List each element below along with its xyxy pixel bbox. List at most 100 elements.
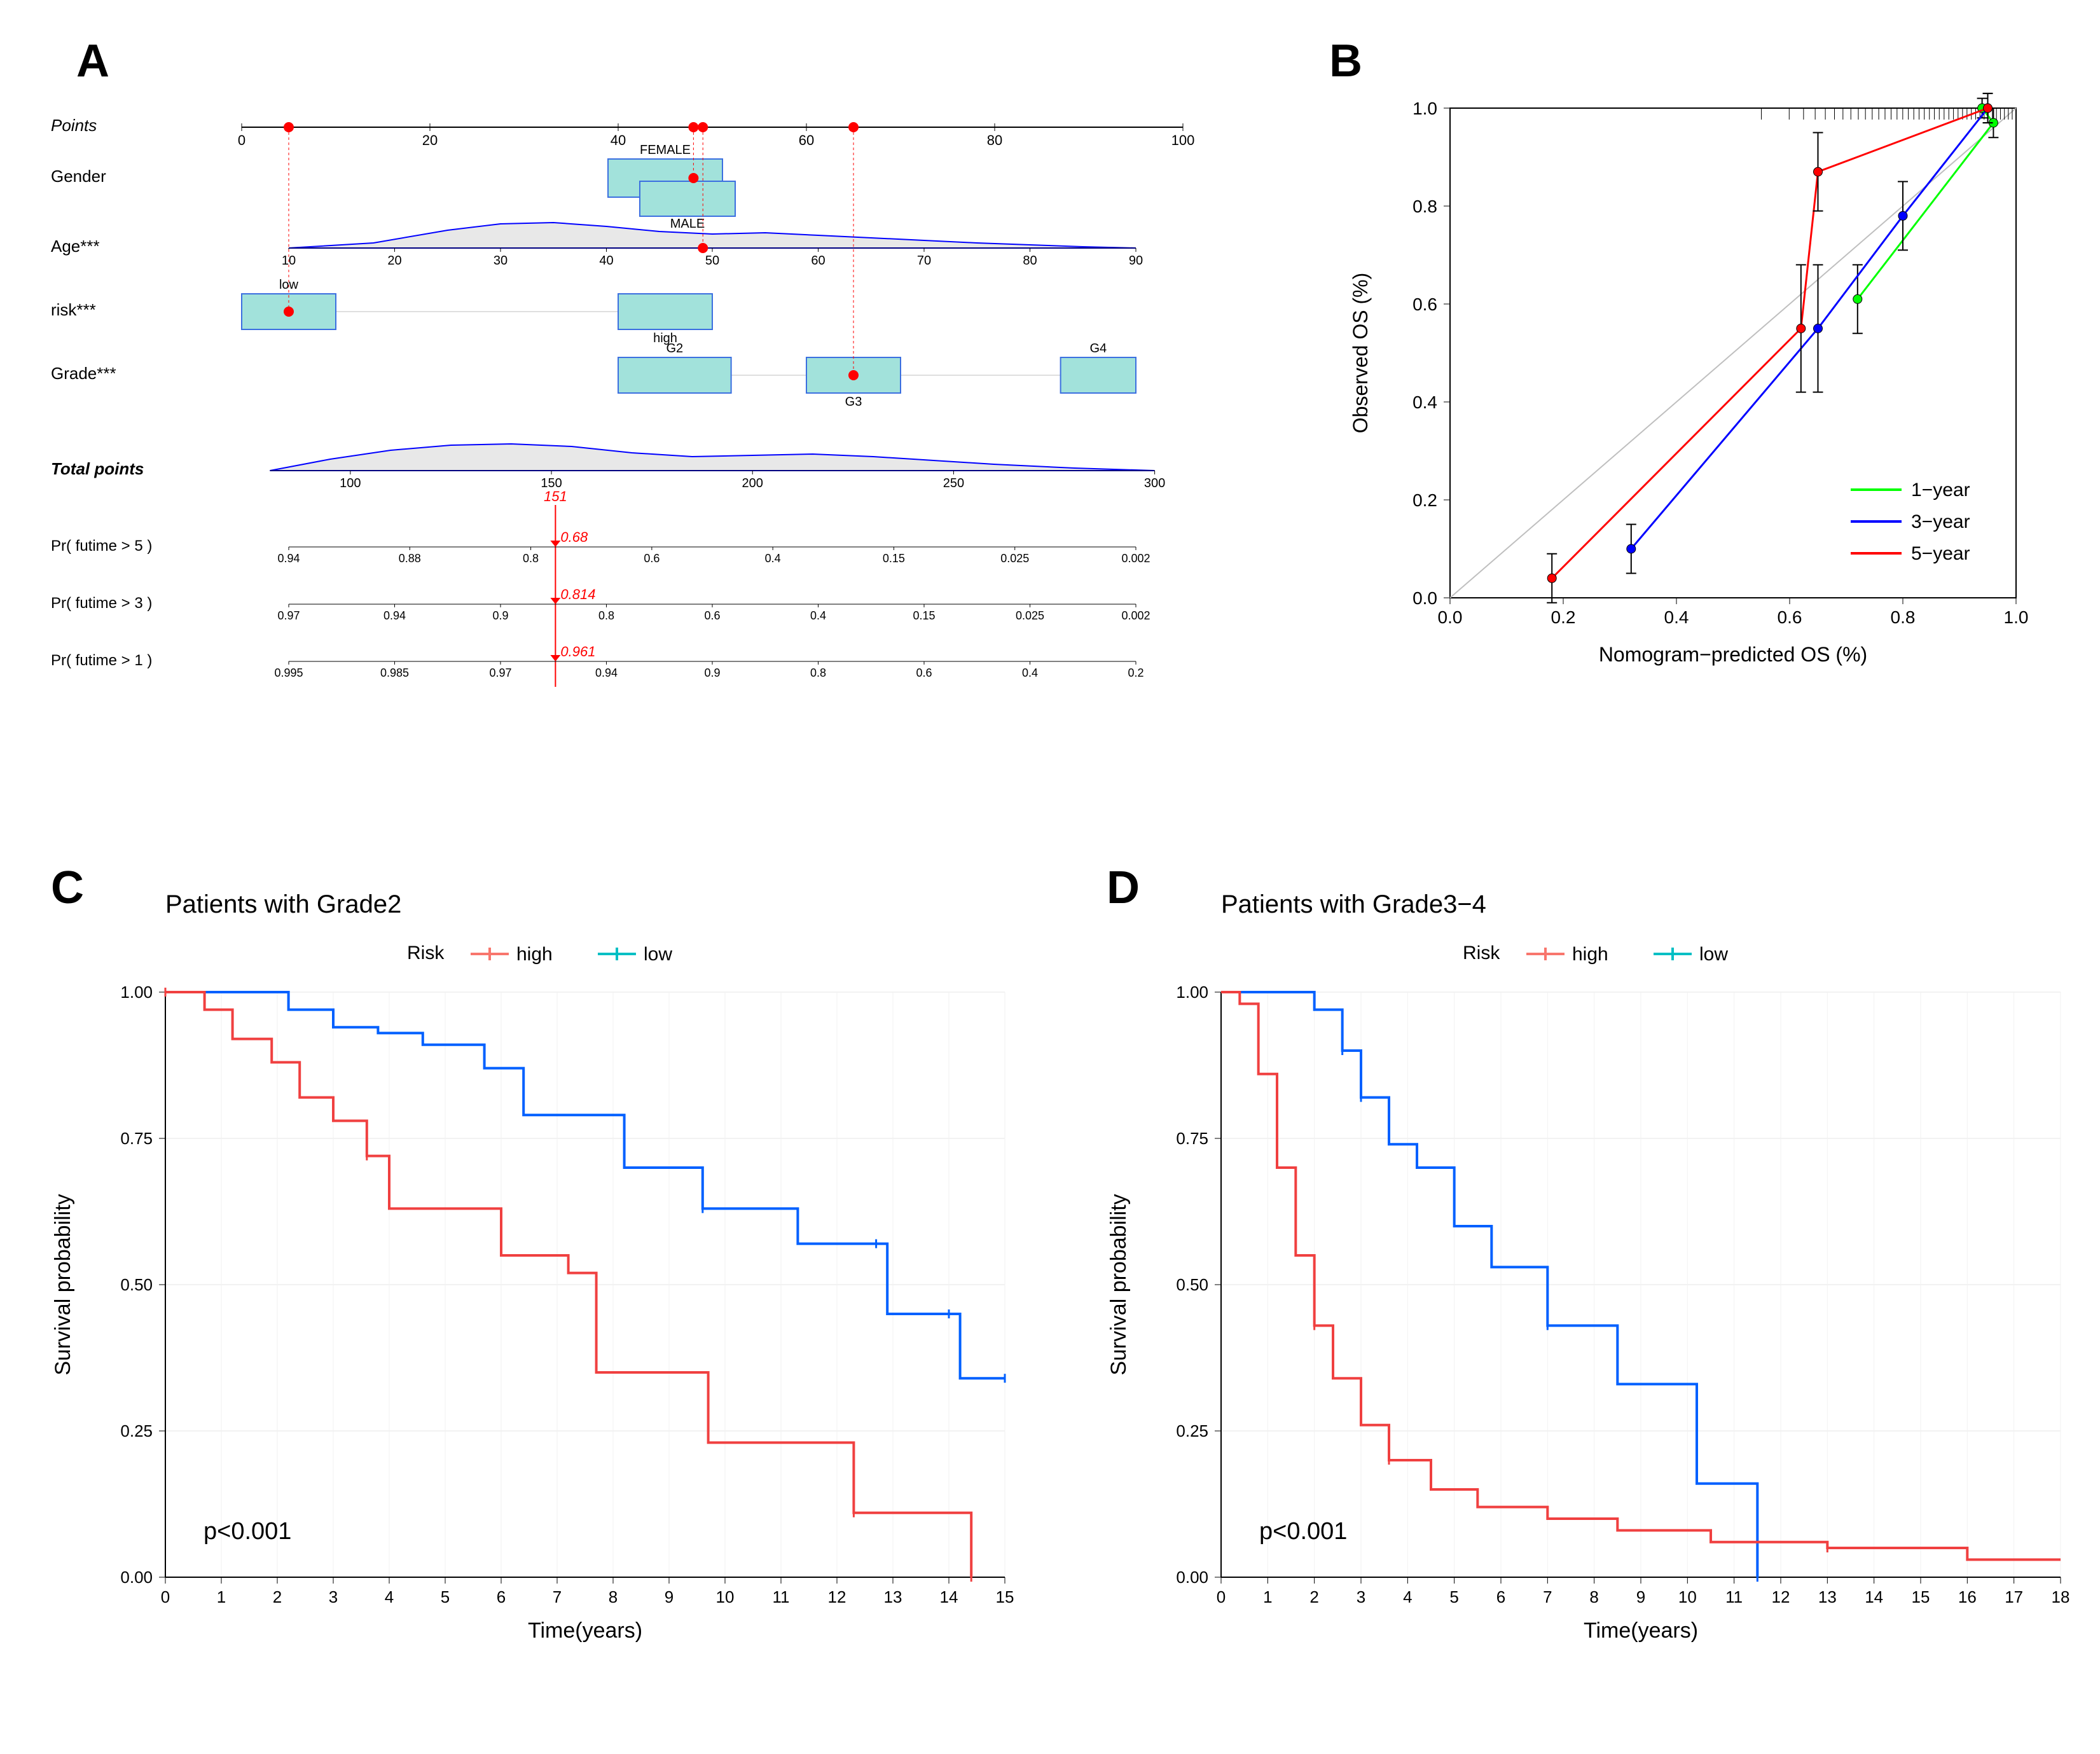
svg-text:40: 40 — [599, 254, 613, 268]
svg-text:3−year: 3−year — [1911, 511, 1970, 532]
svg-text:0.97: 0.97 — [277, 609, 300, 622]
svg-text:11: 11 — [773, 1587, 790, 1606]
svg-text:7: 7 — [1543, 1587, 1552, 1606]
svg-text:Total points: Total points — [51, 459, 144, 478]
svg-text:0.8: 0.8 — [598, 609, 614, 622]
svg-text:0.4: 0.4 — [1413, 392, 1437, 412]
svg-text:9: 9 — [665, 1587, 674, 1606]
svg-text:10: 10 — [716, 1587, 735, 1606]
svg-text:0: 0 — [238, 132, 245, 148]
svg-text:11: 11 — [1725, 1587, 1743, 1606]
svg-text:0.6: 0.6 — [1413, 294, 1437, 314]
svg-text:18: 18 — [2052, 1587, 2070, 1606]
svg-text:0.814: 0.814 — [560, 586, 595, 602]
svg-text:p<0.001: p<0.001 — [1259, 1518, 1347, 1545]
svg-text:5−year: 5−year — [1911, 543, 1970, 564]
svg-text:0.88: 0.88 — [399, 552, 421, 565]
svg-text:6: 6 — [1496, 1587, 1505, 1606]
svg-text:0.8: 0.8 — [1891, 607, 1916, 627]
svg-text:20: 20 — [387, 254, 401, 268]
svg-text:13: 13 — [884, 1587, 902, 1606]
svg-text:Age***: Age*** — [51, 237, 100, 256]
svg-text:0.15: 0.15 — [913, 609, 935, 622]
svg-text:G2: G2 — [666, 342, 683, 356]
svg-text:p<0.001: p<0.001 — [204, 1518, 291, 1545]
svg-text:15: 15 — [1912, 1587, 1930, 1606]
svg-text:0.94: 0.94 — [595, 666, 618, 679]
svg-text:30: 30 — [494, 254, 508, 268]
svg-text:300: 300 — [1144, 476, 1165, 490]
svg-text:0.4: 0.4 — [765, 552, 781, 565]
svg-text:low: low — [1699, 944, 1728, 965]
svg-text:0.002: 0.002 — [1121, 552, 1150, 565]
svg-text:100: 100 — [1171, 132, 1195, 148]
svg-text:0.6: 0.6 — [1778, 607, 1802, 627]
svg-text:MALE: MALE — [670, 217, 705, 231]
svg-text:0.025: 0.025 — [1000, 552, 1029, 565]
svg-text:1.00: 1.00 — [1176, 983, 1208, 1002]
svg-text:0.4: 0.4 — [1022, 666, 1038, 679]
svg-text:0.25: 0.25 — [120, 1421, 153, 1440]
svg-text:1.00: 1.00 — [120, 983, 153, 1002]
svg-text:1−year: 1−year — [1911, 480, 1970, 501]
svg-text:14: 14 — [1865, 1587, 1883, 1606]
svg-text:0: 0 — [1217, 1587, 1226, 1606]
svg-text:13: 13 — [1818, 1587, 1837, 1606]
svg-text:50: 50 — [705, 254, 719, 268]
svg-text:0.961: 0.961 — [560, 644, 595, 659]
svg-text:14: 14 — [940, 1587, 958, 1606]
svg-text:0.00: 0.00 — [120, 1568, 153, 1587]
svg-text:G4: G4 — [1089, 342, 1107, 356]
svg-text:high: high — [1572, 944, 1608, 965]
svg-text:0.00: 0.00 — [1176, 1568, 1208, 1587]
svg-text:0.4: 0.4 — [1664, 607, 1689, 627]
svg-text:C: C — [51, 862, 84, 913]
svg-text:Pr( futime > 3 ): Pr( futime > 3 ) — [51, 595, 152, 612]
svg-text:Risk: Risk — [1463, 943, 1500, 963]
svg-text:Pr( futime > 5 ): Pr( futime > 5 ) — [51, 537, 152, 555]
svg-text:10: 10 — [1678, 1587, 1697, 1606]
svg-text:2: 2 — [273, 1587, 282, 1606]
svg-text:0.002: 0.002 — [1121, 609, 1150, 622]
svg-text:1.0: 1.0 — [1413, 99, 1437, 118]
panel-b-svg: B0.00.00.20.20.40.40.60.60.80.81.01.0Nom… — [1304, 25, 2067, 725]
svg-text:2: 2 — [1309, 1587, 1318, 1606]
svg-text:B: B — [1329, 36, 1362, 86]
svg-text:70: 70 — [917, 254, 931, 268]
svg-text:0.25: 0.25 — [1176, 1421, 1208, 1440]
svg-text:G3: G3 — [845, 395, 862, 409]
svg-text:0.75: 0.75 — [120, 1129, 153, 1148]
svg-text:0.8: 0.8 — [523, 552, 539, 565]
svg-text:16: 16 — [1958, 1587, 1977, 1606]
svg-text:0.94: 0.94 — [277, 552, 300, 565]
svg-text:4: 4 — [385, 1587, 394, 1606]
svg-text:60: 60 — [811, 254, 825, 268]
svg-text:4: 4 — [1403, 1587, 1412, 1606]
svg-text:3: 3 — [1357, 1587, 1365, 1606]
svg-text:Time(years): Time(years) — [1584, 1619, 1698, 1643]
panel-d-svg: DPatients with Grade3−4Riskhighlow012345… — [1081, 852, 2099, 1711]
svg-text:0.6: 0.6 — [916, 666, 932, 679]
svg-text:0.0: 0.0 — [1413, 588, 1437, 608]
svg-text:0.8: 0.8 — [810, 666, 826, 679]
svg-text:Patients with Grade2: Patients with Grade2 — [165, 890, 401, 918]
svg-text:0.94: 0.94 — [383, 609, 406, 622]
svg-text:Pr( futime > 1 ): Pr( futime > 1 ) — [51, 652, 152, 669]
svg-text:0.995: 0.995 — [274, 666, 303, 679]
svg-text:5: 5 — [441, 1587, 450, 1606]
svg-text:0.97: 0.97 — [489, 666, 511, 679]
svg-text:Risk: Risk — [407, 943, 445, 963]
svg-text:Time(years): Time(years) — [528, 1619, 642, 1643]
svg-text:12: 12 — [828, 1587, 846, 1606]
svg-text:17: 17 — [2005, 1587, 2023, 1606]
svg-text:Points: Points — [51, 116, 97, 135]
svg-text:0.2: 0.2 — [1413, 490, 1437, 510]
svg-text:0.6: 0.6 — [704, 609, 720, 622]
svg-text:0.9: 0.9 — [492, 609, 508, 622]
svg-text:high: high — [516, 944, 553, 965]
svg-text:Nomogram−predicted OS (%): Nomogram−predicted OS (%) — [1599, 643, 1867, 666]
svg-text:6: 6 — [497, 1587, 506, 1606]
svg-text:0.6: 0.6 — [644, 552, 660, 565]
svg-text:3: 3 — [329, 1587, 338, 1606]
svg-text:9: 9 — [1636, 1587, 1645, 1606]
